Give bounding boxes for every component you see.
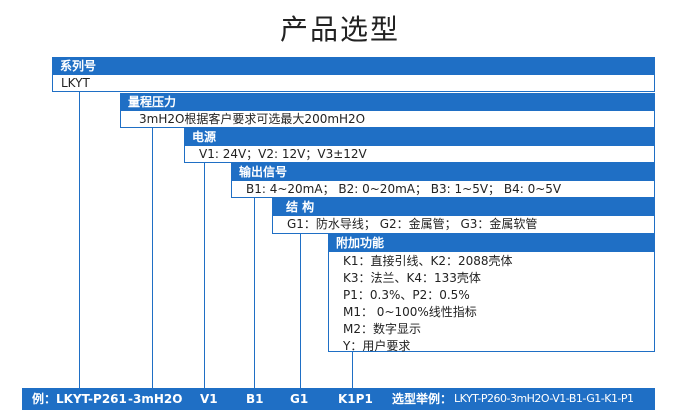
- section-body-output: B1: 4~20mA； B2: 0~20mA； B3: 1~5V； B4: 0~…: [231, 181, 655, 198]
- option-text: K3：法兰、K4：133壳体: [343, 271, 481, 285]
- section-body-series: LKYT: [52, 75, 655, 92]
- sample-label: 选型举例：: [392, 392, 453, 406]
- connector-line: [79, 92, 80, 388]
- sample-code: LKYT-P260-3mH2O-V1-B1-G1-K1-P1: [454, 392, 634, 405]
- option-text: Y：用户要求: [343, 339, 411, 353]
- section-header-power: 电源: [184, 128, 655, 146]
- section-header-structure: 结 构: [272, 198, 655, 216]
- option-text: G1：防水导线； G2：金属管； G3：金属软管: [287, 217, 538, 231]
- option-text: 3mH2O根据客户要求可选最大200mH2O: [139, 112, 366, 126]
- option-text: K1：直接引线、K2：2088壳体: [343, 254, 513, 268]
- section-body-power: V1: 24V；V2: 12V；V3±12V: [184, 146, 655, 163]
- section-body-range: 3mH2O根据客户要求可选最大200mH2O: [120, 111, 655, 128]
- connector-line: [152, 128, 153, 388]
- section-body-structure: G1：防水导线； G2：金属管； G3：金属软管: [272, 216, 655, 234]
- connector-line: [254, 198, 255, 388]
- option-text: LKYT: [61, 76, 90, 90]
- example-bar: 例：LKYT-P261 -3mH2O V1 B1 G1 K1P1 选型举例： L…: [22, 388, 655, 410]
- example-prefix: 例：LKYT-P261: [32, 392, 127, 406]
- connector-line: [204, 163, 205, 388]
- section-header-series: 系列号: [52, 57, 655, 75]
- example-structure: G1: [290, 392, 309, 406]
- page-title: 产品选型: [279, 13, 400, 46]
- option-text: B1: 4~20mA； B2: 0~20mA； B3: 1~5V； B4: 0~…: [246, 182, 562, 196]
- section-header-extras: 附加功能: [328, 234, 655, 252]
- option-text: V1: 24V；V2: 12V；V3±12V: [199, 147, 367, 161]
- section-header-range: 量程压力: [120, 93, 655, 111]
- section-header-output: 输出信号: [231, 163, 655, 181]
- option-text: M2：数字显示: [343, 322, 421, 336]
- option-text: M1： 0~100%线性指标: [343, 305, 477, 319]
- example-extra: K1P1: [338, 392, 373, 406]
- example-output: B1: [246, 392, 264, 406]
- option-text: P1：0.3%、P2：0.5%: [343, 288, 470, 302]
- example-range: -3mH2O: [128, 392, 183, 406]
- connector-line: [352, 352, 353, 388]
- connector-line: [300, 234, 301, 388]
- section-body-extras: K1：直接引线、K2：2088壳体 K3：法兰、K4：133壳体 P1：0.3%…: [328, 252, 655, 353]
- example-power: V1: [200, 392, 218, 406]
